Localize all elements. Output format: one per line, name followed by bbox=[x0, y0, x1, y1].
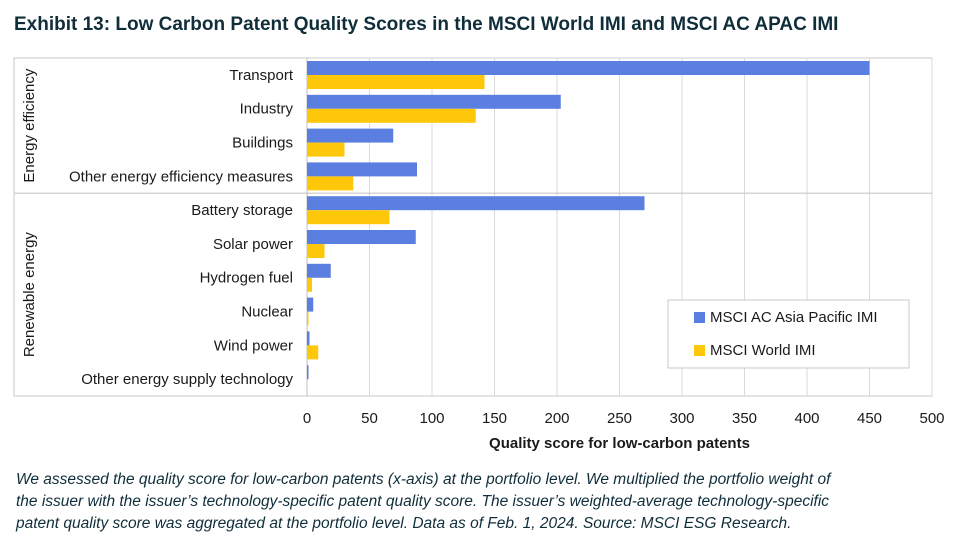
group-label: Renewable energy bbox=[21, 232, 38, 358]
bar-world bbox=[307, 176, 354, 191]
bar-world bbox=[307, 142, 345, 157]
legend-swatch bbox=[694, 345, 705, 356]
footnote-line: the issuer with the issuer’s technology-… bbox=[16, 493, 830, 510]
bar-world bbox=[307, 210, 390, 225]
bar-apac bbox=[307, 61, 870, 75]
x-tick-label: 100 bbox=[419, 410, 444, 427]
category-label: Wind power bbox=[214, 337, 293, 354]
bar-apac bbox=[307, 94, 561, 109]
x-tick-label: 0 bbox=[303, 410, 311, 427]
bar-apac bbox=[307, 230, 416, 244]
category-label: Battery storage bbox=[191, 202, 293, 219]
x-tick-label: 50 bbox=[361, 410, 378, 427]
bar-apac bbox=[307, 297, 314, 312]
bar-apac bbox=[307, 162, 417, 177]
x-tick-label: 450 bbox=[857, 410, 882, 427]
bar-apac bbox=[307, 263, 331, 278]
footnote: We assessed the quality score for low-ca… bbox=[16, 469, 956, 535]
category-label: Industry bbox=[240, 101, 294, 118]
bar-apac bbox=[307, 196, 645, 211]
x-tick-label: 400 bbox=[794, 410, 819, 427]
category-label: Solar power bbox=[213, 236, 293, 253]
bar-apac bbox=[307, 128, 394, 143]
legend-box bbox=[667, 299, 910, 369]
bar-apac bbox=[307, 365, 309, 380]
bar-world bbox=[307, 345, 319, 360]
bar-chart: 0 50 100 150 200 250 300 350 400 450 500 Energy eff… bbox=[13, 57, 945, 452]
chart-title: Exhibit 13: Low Carbon Patent Quality Sc… bbox=[14, 14, 839, 35]
bar-world bbox=[307, 277, 312, 292]
bar-apac bbox=[307, 331, 310, 346]
category-label: Transport bbox=[229, 67, 293, 84]
bar-world bbox=[307, 108, 476, 123]
bar-world bbox=[307, 244, 325, 258]
bar-world bbox=[307, 75, 485, 89]
x-axis-title: Quality score for low-carbon patents bbox=[489, 435, 750, 452]
category-label: Hydrogen fuel bbox=[200, 270, 293, 287]
category-label: Buildings bbox=[232, 134, 293, 151]
legend-label: MSCI AC Asia Pacific IMI bbox=[710, 309, 878, 326]
x-tick-label: 200 bbox=[544, 410, 569, 427]
x-tick-label: 500 bbox=[919, 410, 944, 427]
category-label: Other energy efficiency measures bbox=[69, 168, 293, 185]
bar-world bbox=[307, 311, 309, 326]
footnote-line: patent quality score was aggregated at t… bbox=[16, 515, 792, 532]
legend-swatch bbox=[694, 312, 705, 323]
category-label: Other energy supply technology bbox=[81, 371, 293, 388]
footnote-line: We assessed the quality score for low-ca… bbox=[16, 471, 831, 488]
x-tick-label: 350 bbox=[732, 410, 757, 427]
category-label: Nuclear bbox=[241, 303, 293, 320]
x-tick-label: 150 bbox=[482, 410, 507, 427]
legend-label: MSCI World IMI bbox=[710, 342, 816, 359]
x-tick-label: 250 bbox=[607, 410, 632, 427]
x-tick-label: 300 bbox=[669, 410, 694, 427]
group-label: Energy efficiency bbox=[21, 68, 38, 182]
